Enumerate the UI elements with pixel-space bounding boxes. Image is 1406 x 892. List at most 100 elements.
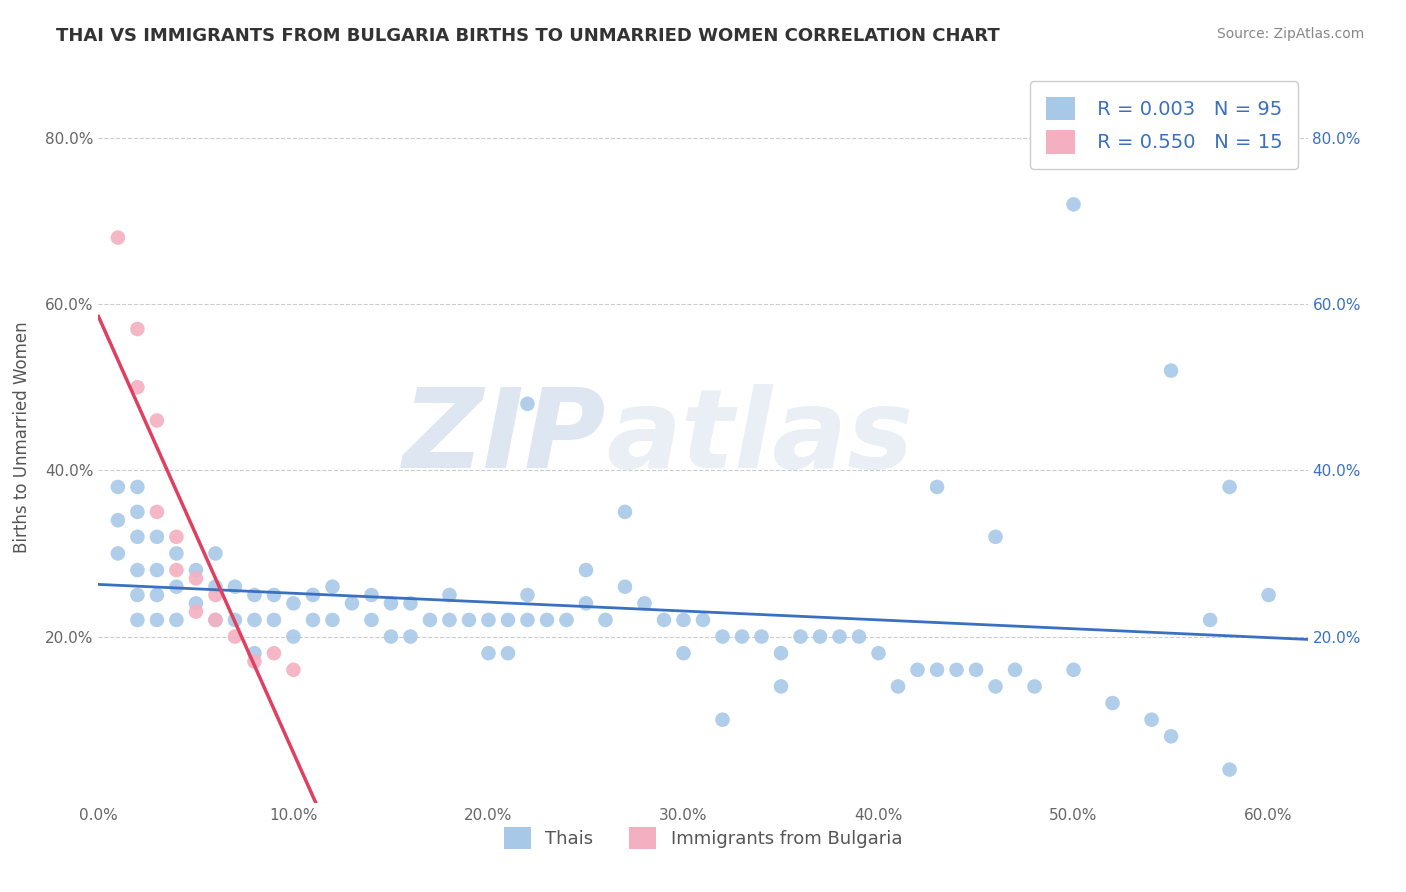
Point	[127, 505, 149, 519]
Point	[868, 646, 890, 660]
Point	[360, 588, 382, 602]
Point	[477, 646, 499, 660]
Point	[496, 613, 519, 627]
Point	[575, 563, 598, 577]
Point	[184, 571, 207, 585]
Point	[165, 563, 187, 577]
Point	[595, 613, 617, 627]
Point	[1160, 729, 1182, 743]
Point	[243, 588, 266, 602]
Point	[127, 563, 149, 577]
Point	[1004, 663, 1026, 677]
Point	[477, 613, 499, 627]
Point	[848, 630, 870, 644]
Point	[283, 630, 305, 644]
Point	[458, 613, 481, 627]
Point	[1257, 588, 1279, 602]
Point	[283, 596, 305, 610]
Point	[769, 680, 792, 694]
Point	[1199, 613, 1222, 627]
Point	[127, 613, 149, 627]
Point	[127, 380, 149, 394]
Point	[146, 413, 169, 427]
Point	[165, 546, 187, 560]
Point	[224, 580, 246, 594]
Point	[633, 596, 655, 610]
Point	[945, 663, 967, 677]
Point	[224, 630, 246, 644]
Point	[1140, 713, 1163, 727]
Y-axis label: Births to Unmarried Women: Births to Unmarried Women	[13, 321, 31, 553]
Point	[360, 613, 382, 627]
Point	[165, 580, 187, 594]
Point	[302, 588, 325, 602]
Point	[808, 630, 831, 644]
Point	[380, 596, 402, 610]
Text: THAI VS IMMIGRANTS FROM BULGARIA BIRTHS TO UNMARRIED WOMEN CORRELATION CHART: THAI VS IMMIGRANTS FROM BULGARIA BIRTHS …	[56, 27, 1000, 45]
Point	[263, 646, 285, 660]
Point	[769, 646, 792, 660]
Point	[496, 646, 519, 660]
Point	[340, 596, 363, 610]
Point	[1160, 363, 1182, 377]
Point	[711, 630, 734, 644]
Point	[925, 480, 948, 494]
Point	[399, 596, 422, 610]
Point	[1101, 696, 1123, 710]
Point	[439, 613, 461, 627]
Point	[184, 605, 207, 619]
Point	[127, 530, 149, 544]
Point	[146, 563, 169, 577]
Point	[263, 613, 285, 627]
Point	[107, 230, 129, 244]
Point	[224, 613, 246, 627]
Point	[965, 663, 987, 677]
Point	[1219, 480, 1241, 494]
Point	[204, 613, 226, 627]
Point	[731, 630, 754, 644]
Point	[672, 613, 695, 627]
Text: Source: ZipAtlas.com: Source: ZipAtlas.com	[1216, 27, 1364, 41]
Point	[614, 580, 637, 594]
Point	[925, 663, 948, 677]
Point	[1024, 680, 1046, 694]
Point	[419, 613, 441, 627]
Point	[536, 613, 558, 627]
Point	[204, 588, 226, 602]
Point	[146, 613, 169, 627]
Point	[380, 630, 402, 644]
Point	[321, 613, 343, 627]
Point	[146, 530, 169, 544]
Point	[146, 588, 169, 602]
Point	[107, 513, 129, 527]
Point	[321, 580, 343, 594]
Point	[984, 680, 1007, 694]
Point	[751, 630, 773, 644]
Point	[828, 630, 851, 644]
Point	[184, 596, 207, 610]
Point	[555, 613, 578, 627]
Point	[575, 596, 598, 610]
Point	[263, 588, 285, 602]
Point	[127, 322, 149, 336]
Point	[107, 546, 129, 560]
Point	[399, 630, 422, 644]
Point	[1063, 197, 1085, 211]
Point	[302, 613, 325, 627]
Point	[439, 588, 461, 602]
Text: ZIP: ZIP	[402, 384, 606, 491]
Point	[283, 663, 305, 677]
Point	[672, 646, 695, 660]
Point	[1219, 763, 1241, 777]
Point	[184, 563, 207, 577]
Point	[165, 530, 187, 544]
Point	[243, 655, 266, 669]
Legend: Thais, Immigrants from Bulgaria: Thais, Immigrants from Bulgaria	[496, 820, 910, 856]
Point	[127, 480, 149, 494]
Point	[692, 613, 714, 627]
Point	[614, 505, 637, 519]
Point	[204, 613, 226, 627]
Point	[204, 580, 226, 594]
Point	[516, 588, 538, 602]
Point	[516, 613, 538, 627]
